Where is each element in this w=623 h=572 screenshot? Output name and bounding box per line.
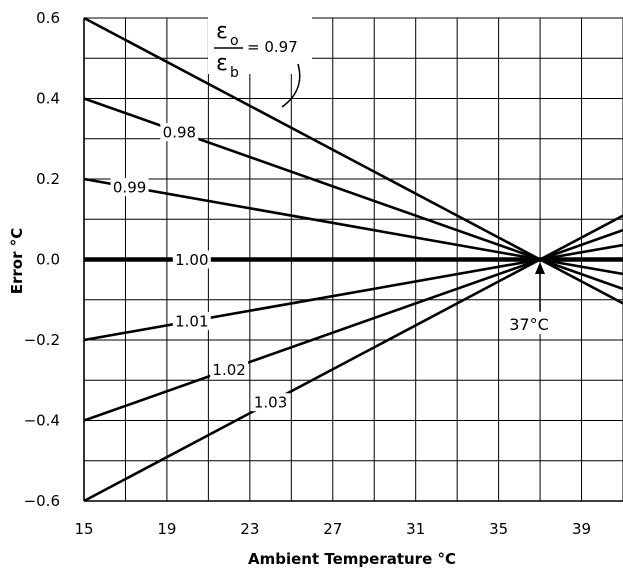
x-tick-label: 15 bbox=[74, 520, 93, 538]
curve-label-1-00: 1.00 bbox=[175, 251, 208, 269]
ratio-denominator-symbol: ε bbox=[216, 51, 228, 76]
crossover-label-bg bbox=[503, 312, 555, 334]
curve-label-bg bbox=[172, 250, 211, 269]
curve-label-1-02: 1.02 bbox=[212, 361, 245, 379]
curve-label-bg bbox=[110, 178, 149, 197]
curve-label-bg bbox=[251, 393, 290, 412]
ratio-equals-value: = 0.97 bbox=[247, 38, 298, 56]
crossover-annotation: 37°C bbox=[503, 262, 555, 334]
chart-curve-labels: 0.98 0.99 1.00 1.01 1.02 1.03 bbox=[110, 123, 290, 412]
y-tick-label: −0.2 bbox=[24, 331, 60, 349]
ratio-numerator-subscript: o bbox=[230, 33, 239, 49]
y-tick-label: 0.0 bbox=[36, 251, 60, 269]
curve-label-bg bbox=[160, 123, 199, 142]
y-tick-label: −0.6 bbox=[24, 492, 60, 510]
ratio-leader-line bbox=[281, 63, 301, 108]
y-tick-label: 0.4 bbox=[36, 90, 60, 108]
chart-series bbox=[83, 16, 623, 503]
x-tick-label: 39 bbox=[572, 520, 591, 538]
x-tick-label: 31 bbox=[406, 520, 425, 538]
emissivity-ratio-annotation: ε o ε b = 0.97 bbox=[208, 16, 312, 108]
ratio-numerator-symbol: ε bbox=[216, 19, 228, 44]
curve-label-bg bbox=[172, 311, 211, 330]
x-tick-label: 23 bbox=[240, 520, 259, 538]
x-tick-label: 19 bbox=[157, 520, 176, 538]
crossover-label: 37°C bbox=[509, 315, 549, 334]
y-axis-title: Error °C bbox=[8, 228, 26, 294]
y-tick-label: 0.6 bbox=[36, 9, 60, 27]
y-tick-label: 0.2 bbox=[36, 170, 60, 188]
ratio-label-bg bbox=[208, 16, 312, 74]
x-tick-label: 35 bbox=[489, 520, 508, 538]
x-tick-label: 27 bbox=[323, 520, 342, 538]
chart-tick-labels: 15 19 23 27 31 35 39 0.6 0.4 0.2 0.0 −0.2 −0.4 −0.6 bbox=[24, 9, 592, 538]
curve-label-0-98: 0.98 bbox=[163, 124, 196, 142]
series-line-1-03 bbox=[83, 214, 623, 503]
y-tick-label: −0.4 bbox=[24, 412, 60, 430]
x-axis-title: Ambient Temperature °C bbox=[248, 550, 456, 568]
curve-label-1-03: 1.03 bbox=[254, 394, 287, 412]
curve-label-bg bbox=[210, 360, 249, 379]
curve-label-1-01: 1.01 bbox=[175, 312, 208, 330]
curve-label-0-99: 0.99 bbox=[113, 179, 146, 197]
ratio-denominator-subscript: b bbox=[230, 65, 239, 81]
crossover-arrowhead bbox=[535, 262, 545, 274]
